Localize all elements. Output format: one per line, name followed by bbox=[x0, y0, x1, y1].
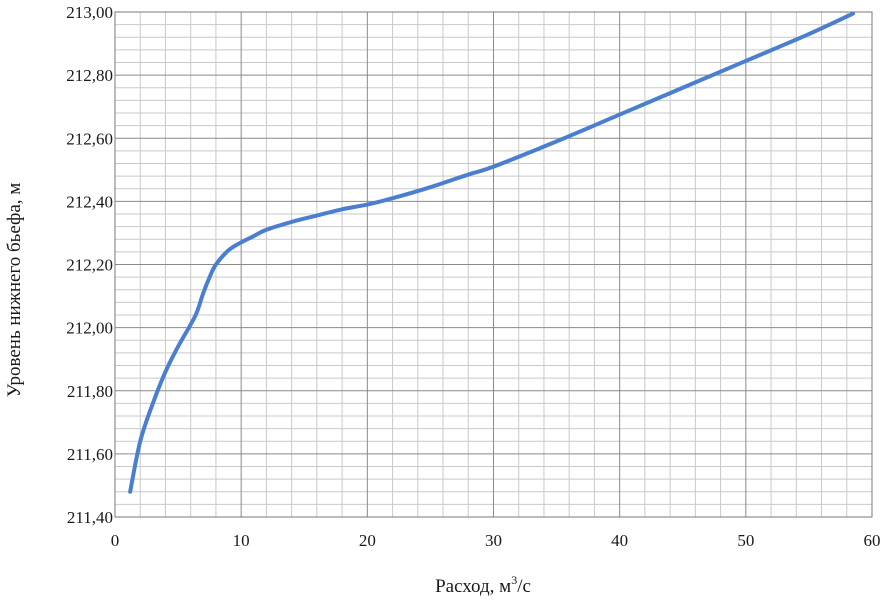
y-tick-label: 211,60 bbox=[67, 445, 113, 464]
x-tick-label: 60 bbox=[864, 531, 881, 550]
x-axis-title-superscript: 3 bbox=[511, 573, 517, 587]
x-tick-label: 0 bbox=[111, 531, 120, 550]
series-line bbox=[128, 11, 856, 494]
y-tick-labels: 211,40 211,60 211,80 212,00 212,20 212,40 212,… bbox=[66, 3, 113, 527]
x-axis-title-tail: /с bbox=[517, 576, 531, 597]
y-tick-label: 213,00 bbox=[66, 3, 113, 22]
x-tick-label: 20 bbox=[359, 531, 376, 550]
plot-border bbox=[114, 11, 873, 518]
x-tick-label: 30 bbox=[485, 531, 502, 550]
x-tick-labels: 0 10 20 30 40 50 60 bbox=[111, 531, 881, 550]
x-axis-title-main: Расход, м bbox=[435, 576, 511, 597]
x-tick-label: 40 bbox=[611, 531, 628, 550]
y-tick-label: 212,80 bbox=[66, 66, 113, 85]
y-tick-label: 212,20 bbox=[66, 256, 113, 275]
x-tick-label: 10 bbox=[233, 531, 250, 550]
y-axis-title: Уровень нижнего бьефа, м bbox=[4, 183, 25, 398]
y-tick-label: 211,40 bbox=[67, 508, 113, 527]
y-tick-label: 211,80 bbox=[67, 382, 113, 401]
y-tick-label: 212,00 bbox=[66, 319, 113, 338]
x-tick-label: 50 bbox=[737, 531, 754, 550]
y-tick-label: 212,40 bbox=[66, 192, 113, 211]
x-axis-title: Расход, м3/с bbox=[435, 573, 531, 597]
y-tick-label: 212,60 bbox=[66, 129, 113, 148]
